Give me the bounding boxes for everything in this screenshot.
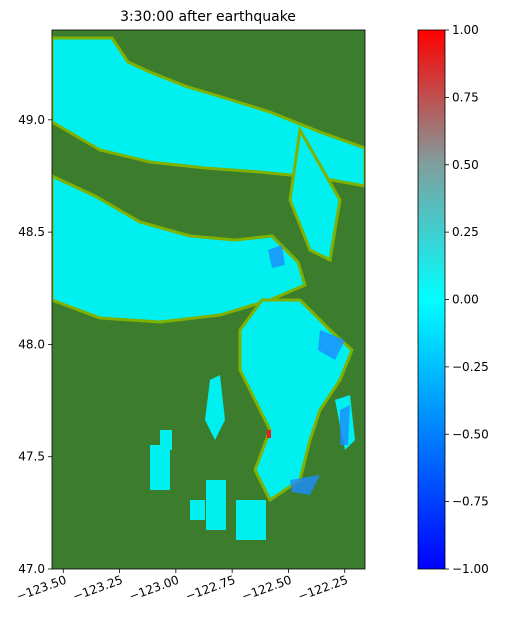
x-tick-label: −122.50 [240,573,294,604]
x-tick-label: −123.00 [127,573,181,604]
source [267,430,271,438]
deep-water [268,245,350,495]
map [52,30,365,569]
y-tick-label: 49.0 [18,113,45,127]
y-tick-label: 48.0 [18,337,45,351]
colorbar-tick-label: −0.75 [452,495,489,509]
x-tick-label: −122.75 [183,573,237,604]
water [52,36,365,503]
x-tick-label: −122.25 [296,573,350,604]
x-tick-label: −123.25 [71,573,125,604]
y-tick-label: 48.5 [18,225,45,239]
colorbar [417,29,446,570]
colorbar-tick-label: −1.00 [452,562,489,576]
x-tick-label: −123.50 [15,573,69,604]
y-tick-label: 47.5 [18,450,45,464]
colorbar-tick-label: 1.00 [452,23,479,37]
colorbar-tick-label: 0.50 [452,158,479,172]
chart-title: 3:30:00 after earthquake [120,9,296,25]
colorbar-tick-label: 0.75 [452,90,479,104]
plot-frame [51,29,366,570]
colorbar-tick-label: 0.25 [452,225,479,239]
inlets [150,375,355,540]
colorbar-tick-label: −0.25 [452,360,489,374]
colorbar-tick-label: 0.00 [452,293,479,307]
y-tick-label: 47.0 [18,562,45,576]
colorbar-tick-label: −0.50 [452,427,489,441]
